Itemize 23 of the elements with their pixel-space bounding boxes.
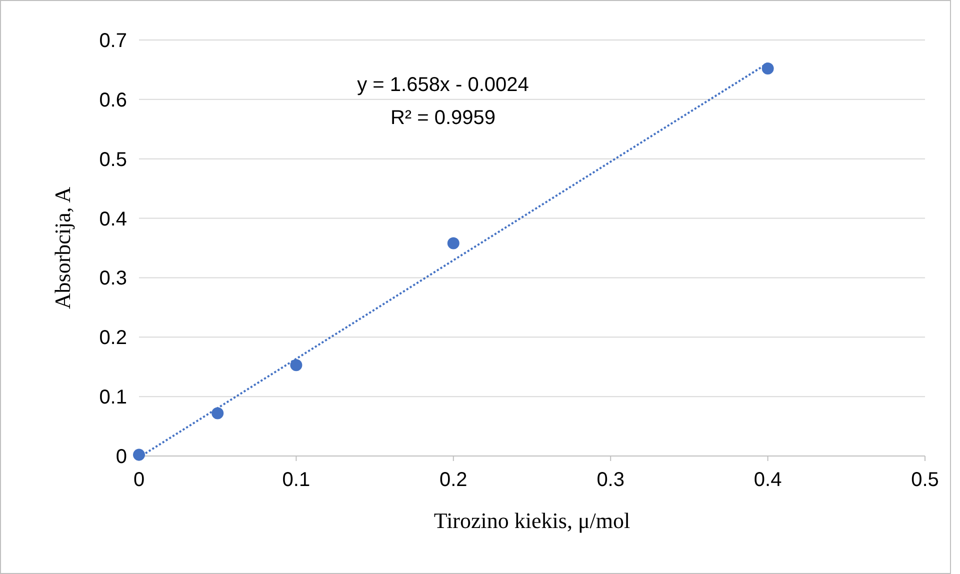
x-tick-label: 0 <box>133 469 145 491</box>
y-tick-label: 0.2 <box>99 327 127 350</box>
y-tick-label: 0.7 <box>99 30 127 52</box>
x-tick-label: 0.3 <box>596 469 625 491</box>
y-tick-label: 0.6 <box>99 89 127 112</box>
y-tick-label: 0.1 <box>99 386 127 409</box>
x-tick-label: 0.1 <box>282 469 310 491</box>
x-tick-label: 0.4 <box>754 469 782 491</box>
y-tick-label: 0 <box>116 446 127 468</box>
point <box>133 448 145 461</box>
x-tick-label: 0.2 <box>439 469 468 491</box>
point <box>212 407 224 420</box>
annotation: R² = 0.9959 <box>390 107 496 129</box>
x-tick-label: 0.5 <box>911 469 939 491</box>
y-tick-label: 0.5 <box>99 148 127 171</box>
point <box>762 62 774 75</box>
point <box>447 237 460 250</box>
annotation: y = 1.658x - 0.0024 <box>357 74 529 96</box>
x-axis-title: Tirozino kiekis, μ/mol <box>434 508 630 533</box>
y-tick-label: 0.3 <box>99 268 127 290</box>
y-tick-label: 0.4 <box>99 208 127 230</box>
y-axis-title: Absorbcija, A <box>50 186 75 310</box>
point <box>290 359 302 372</box>
